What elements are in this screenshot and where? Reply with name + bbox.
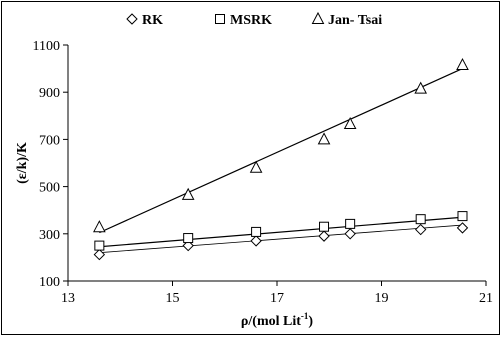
y-axis-title: (ε/k)/K [15,142,30,184]
x-tick-label: 17 [270,291,284,306]
data-point-diamond [456,222,469,234]
x-axis-title: ρ/(mol Lit-1) [241,311,314,329]
axis-titles: ρ/(mol Lit-1) (ε/k)/K [15,142,313,329]
legend-marker-diamond [126,13,138,25]
data-point-diamond [344,228,356,240]
data-point-square [415,214,426,225]
fit-line-diamond [99,224,463,254]
x-tick-label: 19 [375,291,389,306]
data-point-square [94,240,105,251]
y-tick-label: 100 [39,275,60,290]
data-point-diamond [182,239,194,252]
x-tick-label: 15 [166,291,180,306]
legend: RK MSRK Jan- Tsai [126,11,382,28]
data-point-triangle [414,81,428,94]
fit-line-square [99,216,463,248]
fit-line-triangle [99,68,463,234]
fit-lines [99,68,463,254]
data-point-square [345,218,356,229]
y-tick-label: 500 [39,181,60,196]
y-tick-label: 700 [39,133,60,148]
x-tick-label: 13 [61,291,75,306]
axes: 100 300 500 700 900 1100 13 15 17 19 21 [33,39,493,306]
data-point-triangle [93,220,106,233]
legend-label: RK [142,13,163,28]
y-tick-label: 300 [39,228,60,243]
data-point-triangle [249,160,263,173]
y-tick-label: 900 [39,86,60,101]
data-point-triangle [317,132,331,145]
data-point-diamond [250,235,262,247]
data-point-square [457,211,468,222]
data-points [93,57,469,261]
legend-marker-square [215,14,225,24]
data-point-diamond [414,223,427,236]
legend-label: MSRK [230,13,272,28]
data-point-square [319,221,330,232]
legend-label: Jan- Tsai [328,13,382,28]
data-point-triangle [343,116,357,130]
data-point-diamond [93,248,106,261]
data-point-square [251,226,262,237]
legend-marker-triangle [311,11,325,24]
data-point-square [183,233,194,244]
data-point-triangle [456,57,469,71]
data-point-triangle [181,187,195,200]
data-point-diamond [318,230,330,242]
y-tick-label: 1100 [33,39,60,54]
x-tick-label: 21 [479,291,493,306]
